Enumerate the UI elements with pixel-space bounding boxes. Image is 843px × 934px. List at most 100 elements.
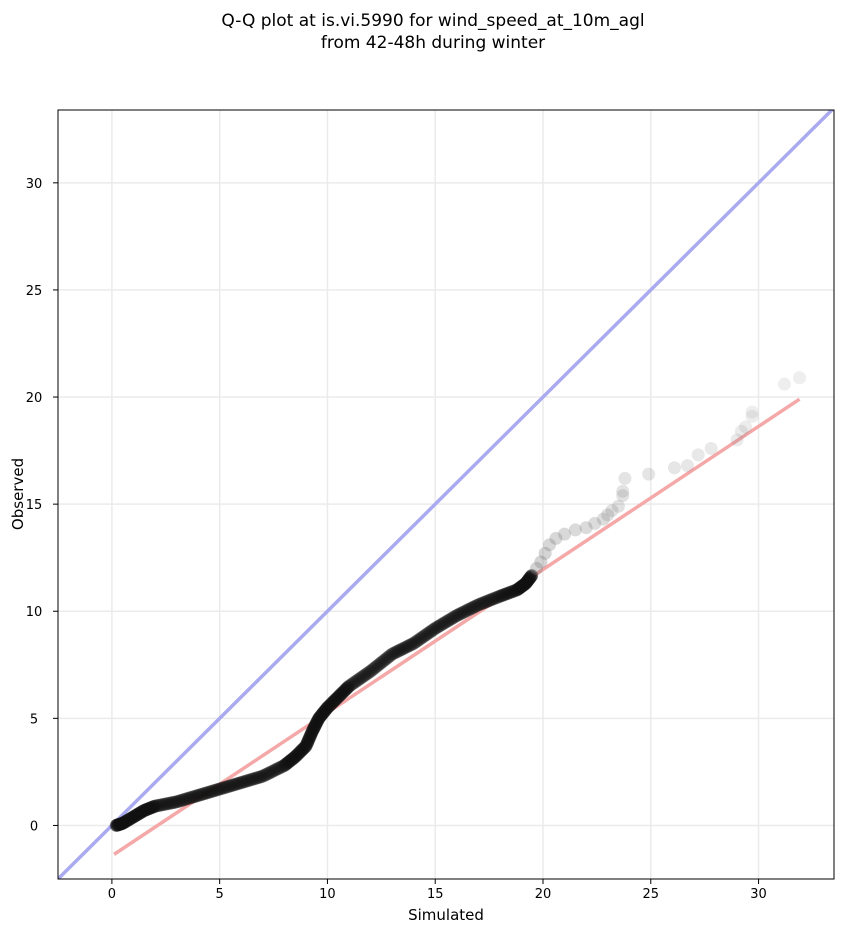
data-point (498, 587, 512, 601)
data-point (568, 523, 582, 537)
data-point (188, 789, 202, 803)
data-point (193, 788, 207, 802)
data-point (171, 794, 185, 808)
data-point (397, 641, 411, 655)
data-point (534, 555, 548, 569)
points (109, 371, 807, 832)
data-point (359, 667, 373, 681)
data-point (295, 743, 309, 757)
data-point (601, 508, 615, 522)
data-point (287, 751, 301, 765)
data-point (333, 688, 347, 702)
data-point (517, 578, 531, 592)
data-point (113, 817, 127, 831)
data-point (294, 744, 308, 758)
data-point (143, 801, 157, 815)
data-point (616, 489, 630, 503)
data-point (280, 756, 294, 770)
data-point (373, 657, 387, 671)
data-point (521, 573, 535, 587)
data-point (306, 723, 320, 737)
data-point (465, 601, 479, 615)
data-point (307, 721, 321, 735)
data-point (262, 766, 276, 780)
data-point (327, 695, 341, 709)
data-point (477, 595, 491, 609)
data-point (179, 792, 193, 806)
data-point (374, 656, 388, 670)
data-point (344, 678, 358, 692)
data-point (451, 608, 465, 622)
data-point (407, 636, 421, 650)
data-point (125, 811, 139, 825)
data-point (200, 786, 214, 800)
data-point (336, 685, 350, 699)
y-tick-label: 0 (30, 819, 38, 834)
data-point (174, 794, 188, 808)
data-point (322, 699, 336, 713)
data-point (133, 806, 147, 820)
data-point (304, 727, 318, 741)
data-point (730, 433, 744, 447)
data-point (250, 771, 264, 785)
y-tick-label: 10 (26, 605, 43, 620)
data-point (311, 712, 325, 726)
data-point (247, 772, 261, 786)
data-point (316, 707, 330, 721)
data-point (191, 788, 205, 802)
data-point (530, 561, 544, 575)
data-point (233, 776, 247, 790)
data-point (263, 765, 277, 779)
data-point (116, 816, 130, 830)
data-point (223, 779, 237, 793)
data-point (371, 658, 385, 672)
data-point (396, 642, 410, 656)
data-point (183, 791, 197, 805)
data-point (368, 661, 382, 675)
data-point (691, 448, 705, 462)
data-point (234, 776, 248, 790)
data-point (136, 804, 150, 818)
data-point (282, 755, 296, 769)
data-point (240, 774, 254, 788)
data-point (745, 405, 759, 419)
data-point (338, 683, 352, 697)
data-point (220, 780, 234, 794)
data-point (334, 687, 348, 701)
data-point (291, 747, 305, 761)
data-point (166, 795, 180, 809)
data-point (520, 575, 534, 589)
data-point (471, 598, 485, 612)
data-point (219, 780, 233, 794)
data-point (317, 704, 331, 718)
data-point (173, 794, 187, 808)
data-point (441, 614, 455, 628)
data-point (385, 647, 399, 661)
data-point (434, 618, 448, 632)
data-point (427, 622, 441, 636)
data-point (290, 748, 304, 762)
data-point (428, 621, 442, 635)
data-point (324, 697, 338, 711)
data-point (133, 806, 147, 820)
data-point (113, 817, 127, 831)
data-point (391, 644, 405, 658)
data-point (433, 619, 447, 633)
data-point (447, 610, 461, 624)
data-point (380, 651, 394, 665)
data-point (112, 818, 126, 832)
data-point (431, 620, 445, 634)
data-point (197, 787, 211, 801)
data-point (345, 677, 359, 691)
data-point (525, 568, 539, 582)
data-point (500, 586, 514, 600)
data-point (151, 799, 165, 813)
data-point (424, 625, 438, 639)
data-point (177, 793, 191, 807)
data-point (538, 546, 552, 560)
data-point (243, 773, 257, 787)
data-point (514, 580, 528, 594)
data-point (497, 588, 511, 602)
data-point (310, 714, 324, 728)
data-point (182, 791, 196, 805)
